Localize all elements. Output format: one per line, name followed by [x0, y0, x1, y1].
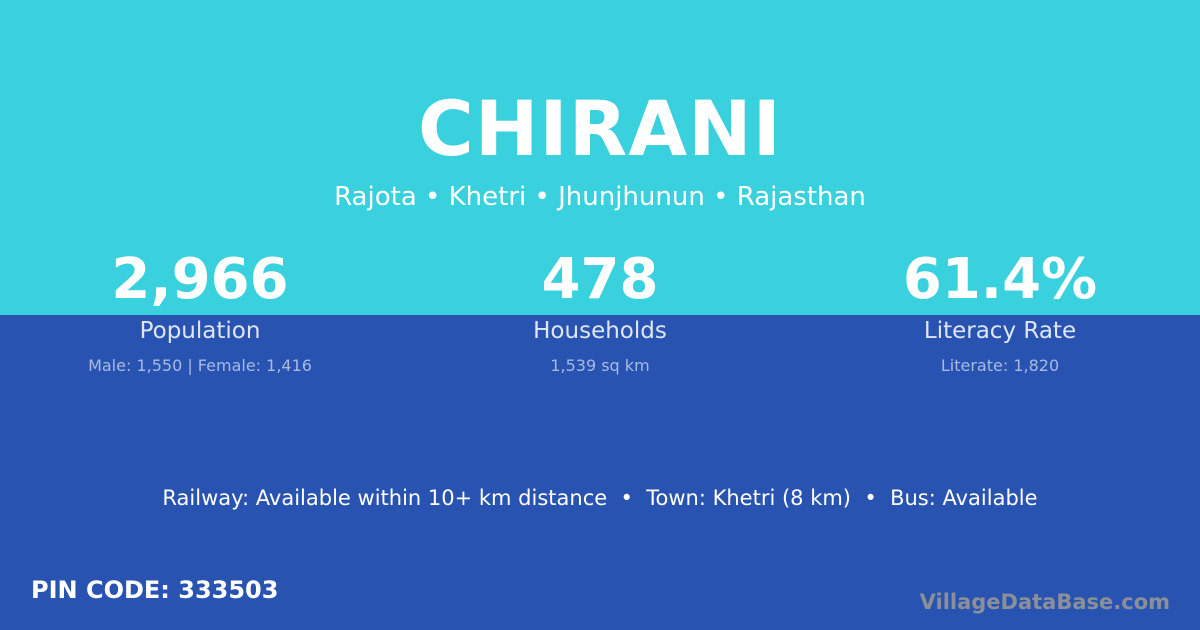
pin-code: PIN CODE: 333503	[31, 576, 279, 604]
village-title: CHIRANI	[418, 84, 782, 173]
stat-households: 478 Households 1,539 sq km	[400, 247, 800, 376]
stat-value: 2,966	[111, 247, 289, 312]
stat-label: Literacy Rate	[923, 318, 1077, 344]
stat-literacy: 61.4% Literacy Rate Literate: 1,820	[800, 247, 1200, 376]
footer-band	[0, 315, 1200, 630]
stat-value: 61.4%	[902, 247, 1098, 312]
access-info: Railway: Available within 10+ km distanc…	[162, 486, 1038, 510]
stat-detail: 1,539 sq km	[550, 356, 650, 375]
stat-label: Households	[533, 318, 667, 344]
stat-detail: Literate: 1,820	[940, 356, 1060, 375]
stat-value: 478	[541, 247, 659, 312]
stat-label: Population	[139, 318, 261, 344]
brand-watermark: VillageDataBase.com	[919, 590, 1170, 614]
header-band	[0, 0, 1200, 315]
location-breadcrumb: Rajota • Khetri • Jhunjhunun • Rajasthan	[334, 182, 866, 212]
stat-population: 2,966 Population Male: 1,550 | Female: 1…	[0, 247, 400, 376]
stat-detail: Male: 1,550 | Female: 1,416	[88, 356, 312, 375]
